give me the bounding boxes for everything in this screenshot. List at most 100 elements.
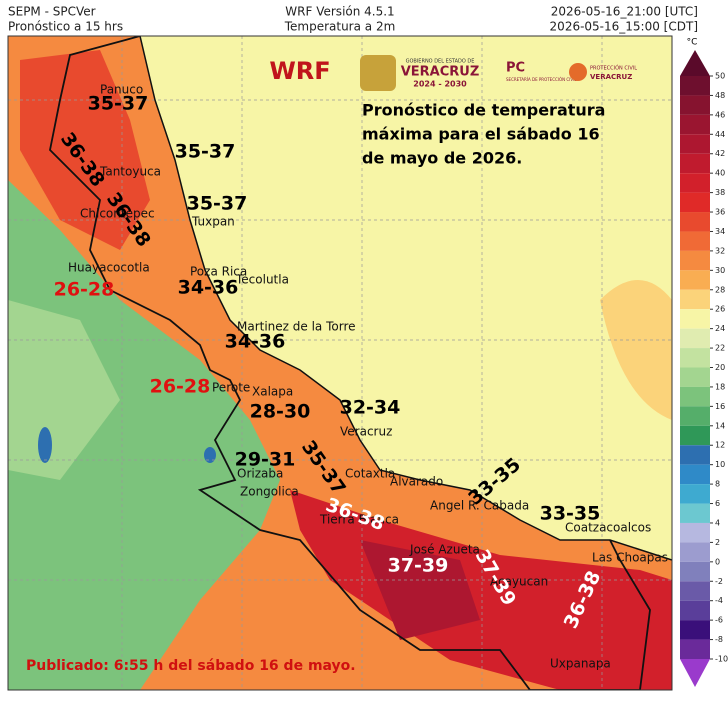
colorbar-tick-label: 12: [715, 441, 725, 450]
temperature-range: 28-30: [250, 401, 311, 423]
temperature-range: 35-37: [175, 141, 236, 163]
colorbar-segment: [680, 173, 710, 193]
place-label: José Azueta: [409, 543, 480, 557]
colorbar-tick-label: 8: [715, 480, 720, 489]
model-logo: WRF: [269, 57, 330, 85]
temperature-range: 32-34: [340, 397, 401, 419]
forecast-title: de mayo de 2026.: [362, 149, 522, 168]
place-label: Xalapa: [252, 385, 293, 399]
header-right: 2026-05-16_15:00 [CDT]: [550, 20, 698, 34]
header-left: SEPM - SPCVer: [8, 5, 96, 19]
colorbar-segment: [680, 639, 710, 659]
logo-text: GOBIERNO DEL ESTADO DE: [406, 59, 475, 65]
colorbar-tick-label: 42: [715, 149, 725, 158]
colorbar-tick-label: 32: [715, 246, 725, 255]
colorbar-segment: [680, 561, 710, 582]
colorbar-tick-label: 20: [715, 363, 725, 372]
colorbar-segment: [680, 445, 710, 465]
temperature-range: 37-39: [388, 555, 449, 577]
place-label: Perote: [212, 381, 250, 395]
place-label: Panuco: [100, 83, 143, 97]
emblem: [360, 55, 396, 91]
colorbar-segment: [680, 270, 710, 290]
colorbar-segment: [680, 328, 710, 349]
header-center: Temperatura a 2m: [284, 20, 396, 34]
temperature-range: 34-36: [178, 277, 239, 299]
place-label: Zongolica: [240, 485, 299, 499]
place-label: Tecolutla: [235, 273, 289, 287]
colorbar-tick-label: 48: [715, 91, 725, 100]
map: [8, 36, 672, 690]
colorbar-segment: [680, 425, 710, 446]
temperature-range: 29-31: [235, 449, 296, 471]
colorbar-segment: [680, 289, 710, 310]
place-label: Tierra Blanca: [319, 513, 399, 527]
logo-text: VERACRUZ: [401, 65, 480, 80]
temperature-range: 35-37: [88, 93, 149, 115]
colorbar-segment: [680, 386, 710, 407]
place-label: Cotaxtla: [345, 467, 395, 481]
colorbar-extend: [680, 50, 710, 76]
colorbar-segment: [680, 581, 710, 601]
colorbar-tick-label: 22: [715, 344, 725, 353]
colorbar-tick-label: -6: [715, 616, 723, 625]
colorbar-segment: [680, 134, 710, 154]
colorbar-tick-label: -10: [715, 655, 728, 664]
colorbar-tick-label: 0: [715, 557, 720, 566]
place-label: Tantoyuca: [99, 165, 161, 179]
colorbar-segment: [680, 367, 710, 387]
place-label: Coatzacoalcos: [565, 521, 651, 535]
colorbar-tick-label: 30: [715, 266, 725, 275]
temperature-range: 33-35: [540, 503, 601, 525]
colorbar-tick-label: 28: [715, 285, 725, 294]
place-label: Alvarado: [390, 475, 443, 489]
colorbar-segment: [680, 309, 710, 329]
place-label: Veracruz: [340, 425, 392, 439]
place-label: Uxpanapa: [550, 657, 611, 671]
colorbar-tick-label: 24: [715, 324, 725, 333]
place-label: Las Choapas: [592, 551, 668, 565]
colorbar-tick-label: -2: [715, 577, 723, 586]
colorbar-segment: [680, 348, 710, 368]
temperature-range: 34-36: [225, 331, 286, 353]
colorbar-segment: [680, 600, 710, 621]
colorbar-segment: [680, 522, 710, 543]
logo-text: PROTECCIÓN CIVIL: [590, 65, 637, 72]
colorbar-tick-label: 34: [715, 227, 725, 236]
colorbar-segment: [680, 464, 710, 485]
forecast-title: máxima para el sábado 16: [362, 125, 600, 144]
temperature-range: 26-28: [54, 279, 115, 301]
colorbar-segment: [680, 250, 710, 271]
colorbar-tick-label: 16: [715, 402, 725, 411]
colorbar-tick-label: 50: [715, 72, 725, 81]
colorbar-segment: [680, 76, 710, 96]
colorbar-tick-label: 6: [715, 499, 720, 508]
colorbar-segment: [680, 231, 710, 251]
logo-text: 2024 - 2030: [413, 80, 467, 89]
colorbar-segment: [680, 503, 710, 523]
temperature-range: 26-28: [150, 376, 211, 398]
colorbar-tick-label: 40: [715, 169, 725, 178]
colorbar-unit: °C: [687, 38, 698, 48]
colorbar-segment: [680, 153, 710, 174]
colorbar-tick-label: 38: [715, 188, 725, 197]
logo-text: SECRETARÍA DE PROTECCIÓN CIVIL: [506, 77, 577, 82]
header-left: Pronóstico a 15 hrs: [8, 20, 123, 34]
colorbar-segment: [680, 406, 710, 426]
colorbar-segment: [680, 95, 710, 115]
colorbar-tick-label: 18: [715, 382, 725, 391]
place-label: Martinez de la Torre: [237, 320, 356, 334]
place-label: Chicontepec: [80, 207, 155, 221]
colorbar-tick-label: 26: [715, 305, 725, 314]
colorbar-tick-label: -4: [715, 596, 723, 605]
colorbar-segment: [680, 620, 710, 640]
place-label: Angel R. Cabada: [430, 499, 529, 513]
colorbar-tick-label: 44: [715, 130, 725, 139]
temperature-range: 35-37: [187, 193, 248, 215]
colorbar-segment: [680, 192, 710, 213]
place-label: Poza Rica: [190, 265, 247, 279]
colorbar-segment: [680, 212, 710, 232]
colorbar-tick-label: -8: [715, 635, 723, 644]
colorbar-tick-label: 36: [715, 208, 725, 217]
